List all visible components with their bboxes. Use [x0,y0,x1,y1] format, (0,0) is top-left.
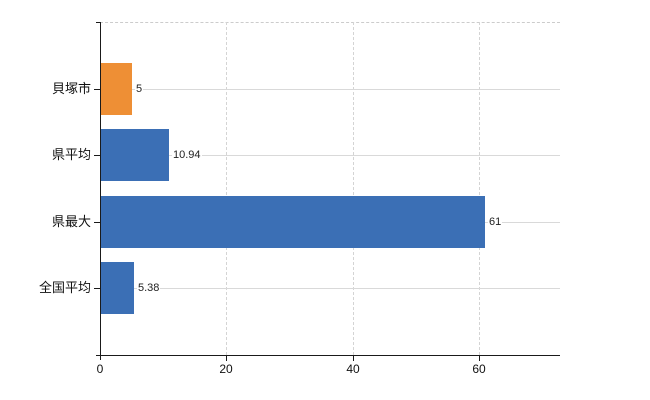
category-tick [94,222,100,223]
x-tick-label: 0 [96,362,104,376]
bar-value-label: 5.38 [137,281,161,295]
gridline-vertical [479,22,481,355]
bar [100,63,132,115]
bar-value-label: 10.94 [172,148,202,162]
x-axis [96,355,560,356]
x-axis-tick [226,356,227,361]
gridline-horizontal [100,89,560,90]
gridline-horizontal [100,155,560,156]
category-label: 県平均 [51,147,91,162]
category-tick [94,155,100,156]
bar-value-label: 5 [135,82,144,96]
y-axis-top-cap [96,22,101,23]
gridline-horizontal [100,288,560,289]
category-label: 県最大 [51,214,91,229]
category-tick [94,89,100,90]
gridline-vertical [226,22,228,355]
plot-area [100,22,560,355]
x-tick-label: 20 [219,362,233,376]
bar [100,129,169,181]
category-label: 貝塚市 [51,81,91,96]
x-axis-tick [353,356,354,361]
category-tick [94,288,100,289]
gridline-vertical [352,22,354,355]
x-tick-label: 60 [472,362,486,376]
bar-value-label: 61 [488,215,503,229]
x-tick-label: 40 [346,362,360,376]
category-label: 全国平均 [38,280,91,295]
y-axis [100,22,101,360]
bar [100,196,485,248]
x-axis-tick [479,356,480,361]
bar [100,262,134,314]
